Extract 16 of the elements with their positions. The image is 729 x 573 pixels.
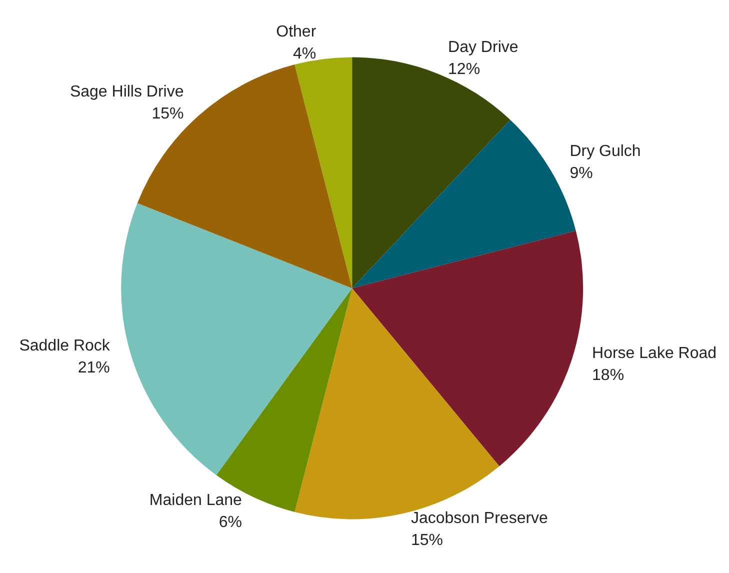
slice-label: Day Drive xyxy=(448,39,518,56)
data-label: 15% xyxy=(410,532,444,549)
data-label: 6% xyxy=(218,514,242,532)
slice-label: Jacobson Preserve xyxy=(410,510,548,527)
data-label: 12% xyxy=(448,61,480,78)
data-label: 21% xyxy=(78,360,110,377)
slice-label: Sage Hills Drive xyxy=(70,83,184,100)
data-label: 4% xyxy=(293,46,316,63)
data-label: 9% xyxy=(570,164,593,182)
slice-label: Saddle Rock xyxy=(19,338,111,355)
data-label: 15% xyxy=(152,105,184,122)
slice-label: Other xyxy=(276,24,317,41)
slice-label: Horse Lake Road xyxy=(592,345,717,362)
slice-label: Maiden Lane xyxy=(149,492,242,510)
slice-label: Dry Gulch xyxy=(570,142,641,160)
data-label: 18% xyxy=(592,367,624,384)
